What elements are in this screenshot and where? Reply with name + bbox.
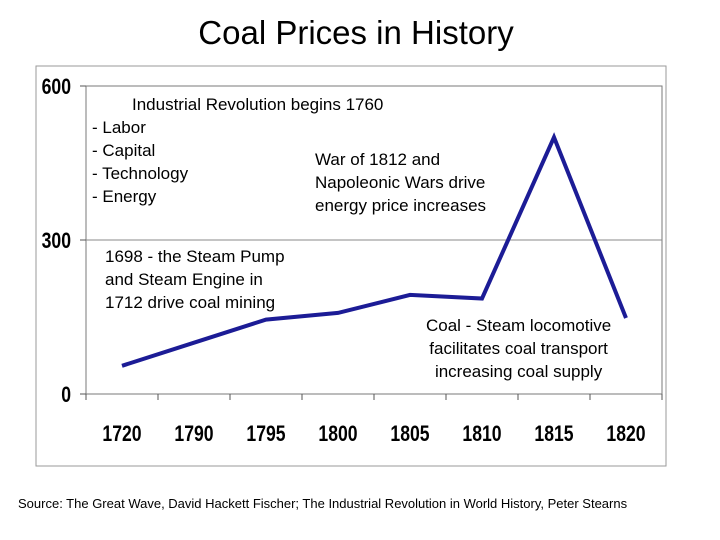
x-tick-label: 1815 [534, 422, 573, 446]
annotation-line: - Energy [92, 187, 157, 206]
annotation-line: Napoleonic Wars drive [315, 173, 486, 192]
annotation-line: Coal - Steam locomotive [426, 316, 612, 335]
x-tick-label: 1810 [462, 422, 501, 446]
annotation-steam-locomotive: Coal - Steam locomotive facilitates coal… [426, 314, 611, 383]
annotation-line: - Labor [92, 118, 146, 137]
y-tick-label: 0 [61, 383, 71, 407]
annotation-steam-pump: 1698 - the Steam Pump and Steam Engine i… [105, 245, 285, 314]
annotation-line: War of 1812 and [315, 150, 441, 169]
annotation-war-of-1812: War of 1812 and Napoleonic Wars drive en… [315, 148, 486, 217]
chart-title: Coal Prices in History [198, 14, 514, 51]
x-tick-label: 1820 [606, 422, 645, 446]
annotation-line: and Steam Engine in [105, 270, 263, 289]
x-tick-label: 1795 [246, 422, 285, 446]
x-tick-label: 1790 [174, 422, 213, 446]
x-tick-label: 1800 [318, 422, 357, 446]
data-series-line [121, 132, 628, 368]
source-note: Source: The Great Wave, David Hackett Fi… [18, 496, 628, 511]
annotation-line: increasing coal supply [434, 362, 603, 381]
annotation-line: 1712 drive coal mining [105, 293, 276, 312]
annotation-industrial-revolution: Industrial Revolution begins 1760 - Labo… [92, 93, 383, 208]
y-tick-label: 600 [42, 75, 71, 99]
annotation-line: energy price increases [315, 196, 487, 215]
y-tick-label: 300 [42, 229, 71, 253]
x-tick-label: 1805 [390, 422, 429, 446]
annotation-line: - Capital [92, 141, 156, 160]
chart-frame [35, 65, 667, 467]
annotation-line: 1698 - the Steam Pump [105, 247, 285, 266]
annotation-line: facilitates coal transport [429, 339, 608, 358]
annotation-line: - Technology [92, 164, 189, 183]
x-tick-label: 1720 [102, 422, 141, 446]
annotation-line: Industrial Revolution begins 1760 [132, 95, 384, 114]
